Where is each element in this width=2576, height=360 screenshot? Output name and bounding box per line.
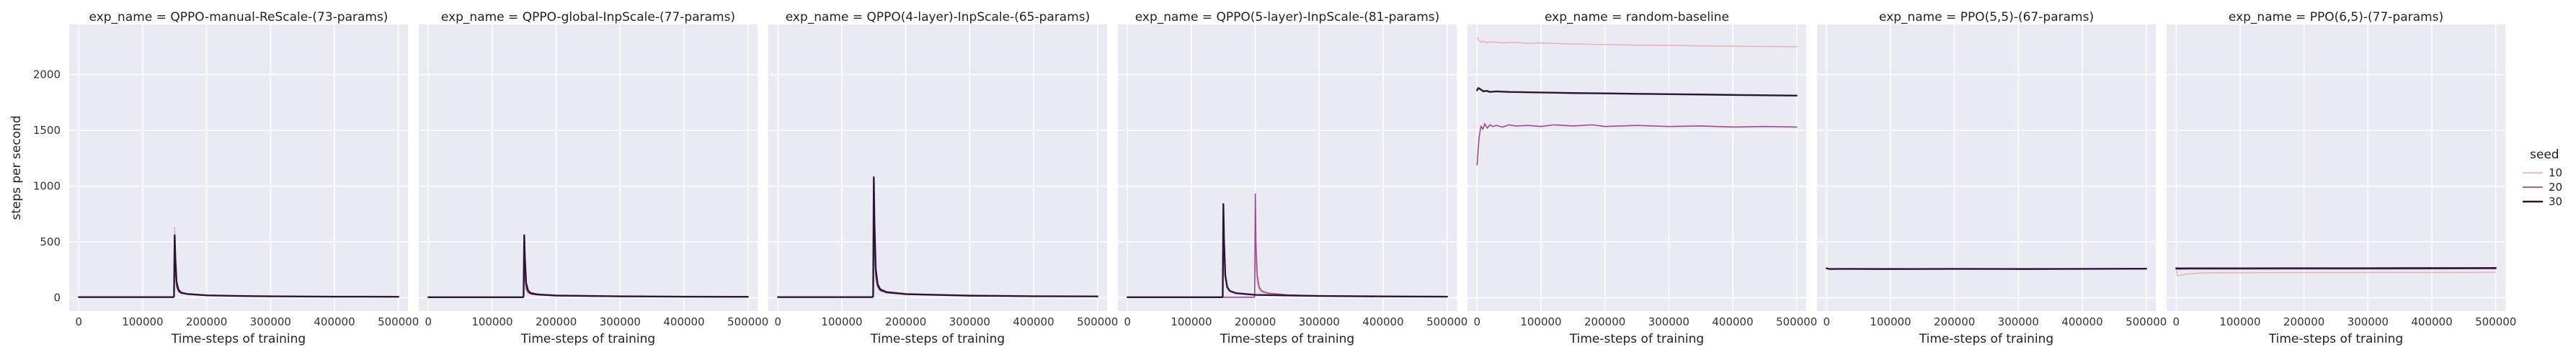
x-tick-label: 0: [1824, 315, 1831, 328]
legend-label-seed-20: 20: [2549, 181, 2562, 194]
x-axis-title: Time-steps of training: [520, 332, 655, 346]
y-tick-label: 1500: [33, 124, 61, 137]
plot-area: [1467, 24, 1806, 311]
x-tick-label: 200000: [536, 315, 577, 328]
x-tick-label: 500000: [1776, 315, 1817, 328]
facet-panel: 0 100000 200000 300000 400000 500000 Time-step…: [69, 10, 419, 346]
x-tick-label: 100000: [122, 315, 163, 328]
panel-title: exp_name = QPPO-manual-ReScale-(73-param…: [89, 10, 388, 24]
series-line-seed-10: [2175, 269, 2497, 277]
x-tick-label: 500000: [727, 315, 768, 328]
x-axis-title: Time-steps of training: [870, 332, 1005, 346]
panel-title: exp_name = QPPO(5-layer)-InpScale-(81-pa…: [1135, 10, 1440, 24]
legend-title: seed: [2530, 148, 2559, 162]
facet-panel: 0 100000 200000 300000 400000 500000 Time-step…: [1467, 10, 1817, 346]
x-tick-label: 400000: [1013, 315, 1054, 328]
x-tick-label: 0: [1124, 315, 1132, 328]
x-tick-label: 0: [425, 315, 432, 328]
panel-title: exp_name = QPPO-global-InpScale-(77-para…: [441, 10, 735, 24]
x-tick-label: 500000: [2475, 315, 2516, 328]
x-tick-label: 400000: [314, 315, 355, 328]
plot-area: [419, 24, 758, 311]
facet-panel: 0 100000 200000 300000 400000 500000 Time-step…: [2167, 10, 2516, 346]
x-tick-label: 300000: [1998, 315, 2039, 328]
x-axis-title: Time-steps of training: [171, 332, 306, 346]
x-tick-label: 200000: [1934, 315, 1975, 328]
x-tick-label: 200000: [1235, 315, 1276, 328]
x-tick-label: 500000: [378, 315, 419, 328]
x-tick-label: 300000: [1648, 315, 1689, 328]
x-tick-label: 400000: [1712, 315, 1753, 328]
plot-area: [768, 24, 1107, 311]
series-line-seed-10: [1476, 37, 1798, 48]
x-tick-label: 400000: [1362, 315, 1403, 328]
x-tick-label: 400000: [2411, 315, 2452, 328]
legend-label-seed-30: 30: [2549, 195, 2562, 208]
plot-area: [1118, 24, 1457, 311]
x-tick-label: 500000: [1426, 315, 1467, 328]
x-tick-label: 300000: [2348, 315, 2389, 328]
x-tick-label: 100000: [821, 315, 862, 328]
series-line-seed-20: [1476, 123, 1798, 166]
series-line-seed-30: [427, 234, 749, 298]
x-tick-label: 100000: [1171, 315, 1212, 328]
series-line-seed-30: [777, 176, 1098, 298]
panel-title: exp_name = random-baseline: [1545, 10, 1729, 24]
x-tick-label: 200000: [186, 315, 227, 328]
x-tick-label: 0: [76, 315, 83, 328]
facet-panel: 0 100000 200000 300000 400000 500000 Time-step…: [768, 10, 1118, 346]
plot-area: [69, 24, 408, 311]
x-tick-label: 500000: [2126, 315, 2167, 328]
x-tick-label: 400000: [2061, 315, 2102, 328]
panel-title: exp_name = QPPO(4-layer)-InpScale-(65-pa…: [786, 10, 1091, 24]
x-axis-title: Time-steps of training: [1569, 332, 1704, 346]
series-line-seed-30: [2175, 267, 2497, 270]
x-tick-label: 0: [1474, 315, 1481, 328]
x-axis-title: Time-steps of training: [2268, 332, 2403, 346]
plot-area: [1817, 24, 2156, 311]
panel-title: exp_name = PPO(6,5)-(77-params): [2229, 10, 2443, 24]
x-tick-label: 300000: [250, 315, 291, 328]
x-tick-label: 0: [775, 315, 782, 328]
y-tick-label: 2000: [33, 68, 61, 81]
x-tick-label: 200000: [885, 315, 926, 328]
x-tick-label: 100000: [2219, 315, 2260, 328]
y-tick-label: 0: [53, 291, 61, 304]
x-tick-label: 200000: [1584, 315, 1625, 328]
y-axis-title: steps per second: [9, 115, 24, 220]
panel-title: exp_name = PPO(5,5)-(67-params): [1879, 10, 2094, 24]
x-tick-label: 300000: [949, 315, 990, 328]
plot-area: [2167, 24, 2505, 311]
facet-panel: 0 100000 200000 300000 400000 500000 Time-step…: [1817, 10, 2167, 346]
x-tick-label: 300000: [600, 315, 641, 328]
x-axis-title: Time-steps of training: [1220, 332, 1354, 346]
series-line-seed-30: [1127, 203, 1448, 298]
series-line-seed-30: [78, 234, 399, 298]
x-tick-label: 300000: [1299, 315, 1340, 328]
x-tick-label: 100000: [1520, 315, 1561, 328]
x-axis-title: Time-steps of training: [1919, 332, 2053, 346]
legend-label-seed-10: 10: [2549, 166, 2562, 179]
x-tick-label: 100000: [471, 315, 512, 328]
y-tick-label: 1000: [33, 180, 61, 193]
x-tick-label: 200000: [2283, 315, 2324, 328]
x-tick-label: 0: [2173, 315, 2180, 328]
facet-panel: 0 100000 200000 300000 400000 500000 Time-step…: [419, 10, 768, 346]
x-tick-label: 500000: [1077, 315, 1118, 328]
x-tick-label: 400000: [663, 315, 704, 328]
series-line-seed-30: [1476, 87, 1798, 96]
y-tick-label: 500: [40, 235, 61, 248]
x-tick-label: 100000: [1870, 315, 1911, 328]
facet-panel: 0 100000 200000 300000 400000 500000 Time-step…: [1118, 10, 1467, 346]
